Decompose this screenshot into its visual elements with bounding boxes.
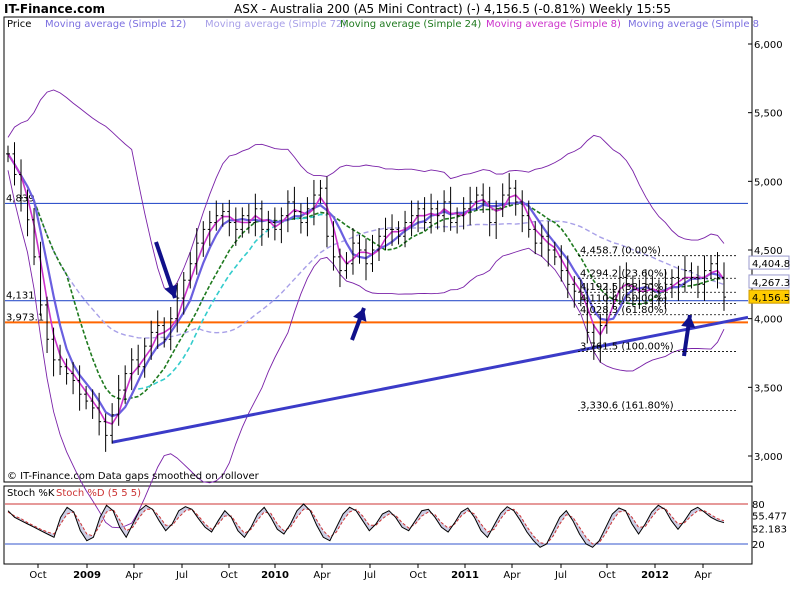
fibonacci-annotations: 4,458.7 (0.00%) 4,294.2 (23.60%) 4,192.5 (… xyxy=(578,246,738,412)
price-y-axis: 3,000 3,500 4,000 4,500 5,000 5,500 6,000 4,404… xyxy=(748,40,790,463)
overlay-lines: 4,839 4,131 3,973.1 xyxy=(5,89,749,529)
y-tick-label: 5,000 xyxy=(754,177,783,188)
value-tag-label: 4,267.3 xyxy=(752,278,790,289)
y-tick-label: 3,000 xyxy=(754,452,783,463)
fib-label: 4,294.2 (23.60%) xyxy=(580,268,667,279)
legend-item-5: Moving average (Simple 8 xyxy=(628,19,759,30)
stoch-level-label: 80 xyxy=(752,500,765,511)
value-tag xyxy=(748,289,790,304)
stoch-value-label: 55.477 xyxy=(752,511,787,522)
fib-label: 3,761.5 (100.00%) xyxy=(580,341,674,352)
fib-label: 4,192.5 (38.20%) xyxy=(580,282,667,293)
brand-logo: IT-Finance.com xyxy=(4,2,105,16)
x-tick-label: 2010 xyxy=(261,570,289,581)
annotation-arrowhead xyxy=(353,308,367,322)
stoch-panel-frame xyxy=(3,485,753,565)
x-tick-label: Apr xyxy=(503,570,521,581)
stoch-value-label: 52.183 xyxy=(752,525,787,536)
y-tick-label: 4,500 xyxy=(754,246,783,257)
x-tick-label: Oct xyxy=(29,570,46,581)
legend-item-2: Moving average (Simple 72) xyxy=(205,19,346,30)
x-tick-label: Apr xyxy=(125,570,143,581)
footer-note: © IT-Finance.com Data gaps smoothed on r… xyxy=(7,471,260,482)
time-x-axis: Oct 2009 Apr Jul Oct 2010 Apr Jul Oct 2011 Apr Jul O… xyxy=(29,564,713,581)
annotation-arrowhead xyxy=(164,284,178,298)
legend-item-1: Moving average (Simple 12) xyxy=(45,19,186,30)
bollinger-upper xyxy=(7,89,725,292)
y-tick-label: 4,000 xyxy=(754,315,783,326)
fib-label: 3,330.6 (161.80%) xyxy=(580,401,674,412)
legend: Price Moving average (Simple 12) Moving av… xyxy=(7,19,759,30)
x-tick-label: Oct xyxy=(409,570,426,581)
y-tick-label: 6,000 xyxy=(754,40,783,51)
x-tick-label: 2012 xyxy=(641,570,669,581)
x-tick-label: Oct xyxy=(220,570,237,581)
x-tick-label: Jul xyxy=(554,570,567,581)
price-series xyxy=(6,142,726,452)
y-tick-label: 3,500 xyxy=(754,383,783,394)
value-tag-label: 4,404.8 xyxy=(752,259,790,270)
chart-title: ASX - Australia 200 (A5 Mini Contract) (… xyxy=(234,2,671,16)
x-tick-label: Oct xyxy=(598,570,615,581)
fib-label: 4,458.7 (0.00%) xyxy=(580,246,661,257)
x-tick-label: Apr xyxy=(313,570,331,581)
value-tag xyxy=(748,255,790,270)
level-label: 4,839 xyxy=(6,193,35,204)
x-tick-label: 2011 xyxy=(451,570,479,581)
legend-item-3: Moving average (Simple 24) xyxy=(340,19,481,30)
legend-item-4: Moving average (Simple 8) xyxy=(486,19,621,30)
stoch-d-label: Stoch %D (5 5 5) xyxy=(56,488,141,499)
ma-cyan xyxy=(138,213,327,390)
legend-item-0: Price xyxy=(7,19,31,30)
ma-simple-24 xyxy=(7,153,725,401)
fib-label: 4,028.3 (61.80%) xyxy=(580,305,667,316)
x-tick-label: Jul xyxy=(363,570,376,581)
support-trendline xyxy=(111,315,749,444)
level-label: 3,973.1 xyxy=(6,312,44,323)
x-tick-label: Apr xyxy=(694,570,712,581)
stoch-d-line xyxy=(7,507,725,545)
level-label: 4,131 xyxy=(6,291,35,302)
annotation-arrowhead xyxy=(681,315,696,328)
stoch-level-label: 20 xyxy=(752,540,765,551)
x-tick-label: Jul xyxy=(175,570,188,581)
value-tag xyxy=(748,274,790,289)
value-tag-label: 4,156.5 xyxy=(752,293,790,304)
stoch-k-line xyxy=(7,503,725,548)
fib-label: 4,110.4 (50.00%) xyxy=(580,294,667,305)
y-tick-label: 5,500 xyxy=(754,109,783,120)
ma-simple-72 xyxy=(7,153,725,339)
stoch-k-label: Stoch %K xyxy=(7,488,55,499)
bollinger-lower xyxy=(7,170,725,529)
x-tick-label: 2009 xyxy=(73,570,101,581)
